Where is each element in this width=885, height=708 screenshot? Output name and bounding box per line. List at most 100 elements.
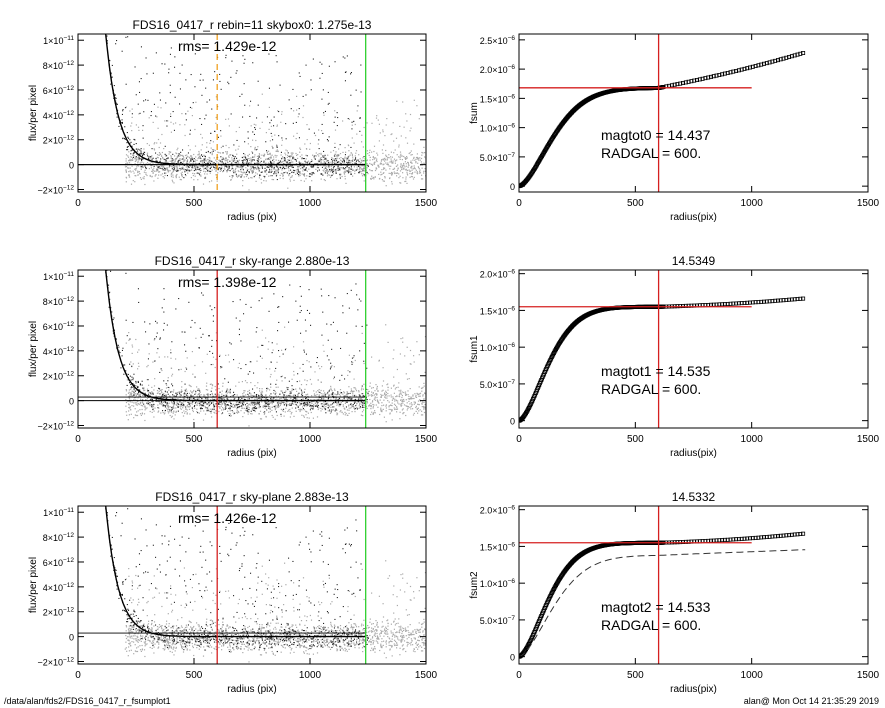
sky-point xyxy=(271,403,273,405)
sky-point xyxy=(289,180,291,182)
sky-point xyxy=(386,395,388,397)
sky-point xyxy=(219,403,221,405)
sky-point xyxy=(144,183,146,186)
sky-point xyxy=(283,158,285,160)
sky-point xyxy=(170,156,172,158)
data-point xyxy=(260,171,262,173)
sky-point xyxy=(157,162,159,165)
data-point xyxy=(180,394,182,396)
sky-point xyxy=(411,173,413,175)
sky-point xyxy=(409,172,411,175)
data-point xyxy=(305,167,307,169)
sky-point xyxy=(135,175,137,177)
growth-point xyxy=(801,51,806,56)
sky-point xyxy=(235,165,237,167)
data-point xyxy=(334,410,336,412)
sky-point xyxy=(369,405,371,407)
sky-point xyxy=(359,171,361,173)
sky-point xyxy=(369,159,371,161)
sky-point xyxy=(216,161,218,163)
sky-point xyxy=(198,157,200,159)
sky-point xyxy=(168,402,170,404)
sky-point xyxy=(377,401,379,403)
sky-point xyxy=(153,180,155,182)
sky-point xyxy=(406,182,408,184)
sky-point xyxy=(236,411,238,413)
sky-point xyxy=(213,407,215,410)
sky-point xyxy=(320,410,322,412)
data-point xyxy=(292,88,294,90)
sky-point xyxy=(319,368,321,370)
sky-point xyxy=(236,407,238,409)
sky-point xyxy=(277,403,279,405)
sky-point xyxy=(318,407,320,409)
data-point xyxy=(127,145,129,147)
sky-point xyxy=(212,398,214,400)
sky-point xyxy=(411,176,413,178)
sky-point xyxy=(179,154,181,156)
data-point xyxy=(113,17,114,18)
data-point xyxy=(348,161,350,163)
data-point xyxy=(206,168,208,170)
sky-point xyxy=(280,390,282,392)
sky-point xyxy=(417,158,419,160)
data-point xyxy=(155,400,157,402)
sky-point xyxy=(218,388,220,390)
sky-point xyxy=(381,390,383,392)
data-point xyxy=(126,132,128,134)
sky-point xyxy=(269,153,271,155)
sky-point xyxy=(177,169,180,172)
data-point xyxy=(312,406,314,408)
data-point xyxy=(209,99,211,101)
data-point xyxy=(270,119,272,121)
data-point xyxy=(321,63,323,65)
sky-point xyxy=(226,395,228,397)
data-point xyxy=(246,161,248,163)
data-point xyxy=(178,298,180,300)
sky-point xyxy=(366,122,368,124)
data-point xyxy=(133,373,135,375)
data-point xyxy=(140,46,142,48)
sky-point xyxy=(133,154,135,157)
sky-point xyxy=(181,412,183,414)
sky-point xyxy=(310,411,312,414)
sky-point xyxy=(196,404,198,406)
sky-point xyxy=(214,149,216,152)
data-point xyxy=(241,93,243,95)
sky-point xyxy=(265,415,267,418)
sky-point xyxy=(378,359,380,361)
sky-point xyxy=(422,395,424,397)
sky-point xyxy=(222,407,224,409)
sky-point xyxy=(317,143,319,145)
sky-point xyxy=(347,144,349,146)
sky-point xyxy=(377,119,379,121)
sky-point xyxy=(268,162,270,164)
data-point xyxy=(325,157,327,159)
data-point xyxy=(228,167,230,169)
sky-point xyxy=(269,405,271,408)
data-point xyxy=(219,73,221,75)
sky-point xyxy=(418,166,420,169)
data-point xyxy=(225,57,227,59)
data-point xyxy=(187,152,189,154)
sky-point xyxy=(177,168,179,170)
sky-point xyxy=(341,175,343,178)
data-point xyxy=(358,161,360,163)
sky-point xyxy=(200,394,202,396)
sky-point xyxy=(242,416,244,418)
sky-point xyxy=(207,395,209,397)
sky-point xyxy=(245,158,247,160)
sky-point xyxy=(157,157,159,159)
sky-point xyxy=(196,408,198,410)
sky-point xyxy=(131,159,133,161)
data-point xyxy=(356,408,358,410)
profile1-title: FDS16_0417_r rebin=11 skybox0: 1.275e-13 xyxy=(133,18,372,32)
sky-point xyxy=(171,415,173,417)
sky-point xyxy=(212,363,214,366)
sky-point xyxy=(299,409,301,411)
sky-point xyxy=(308,175,310,177)
data-point xyxy=(142,158,144,160)
sky-point xyxy=(139,173,141,175)
sky-point xyxy=(256,159,258,161)
sky-point xyxy=(350,391,352,393)
